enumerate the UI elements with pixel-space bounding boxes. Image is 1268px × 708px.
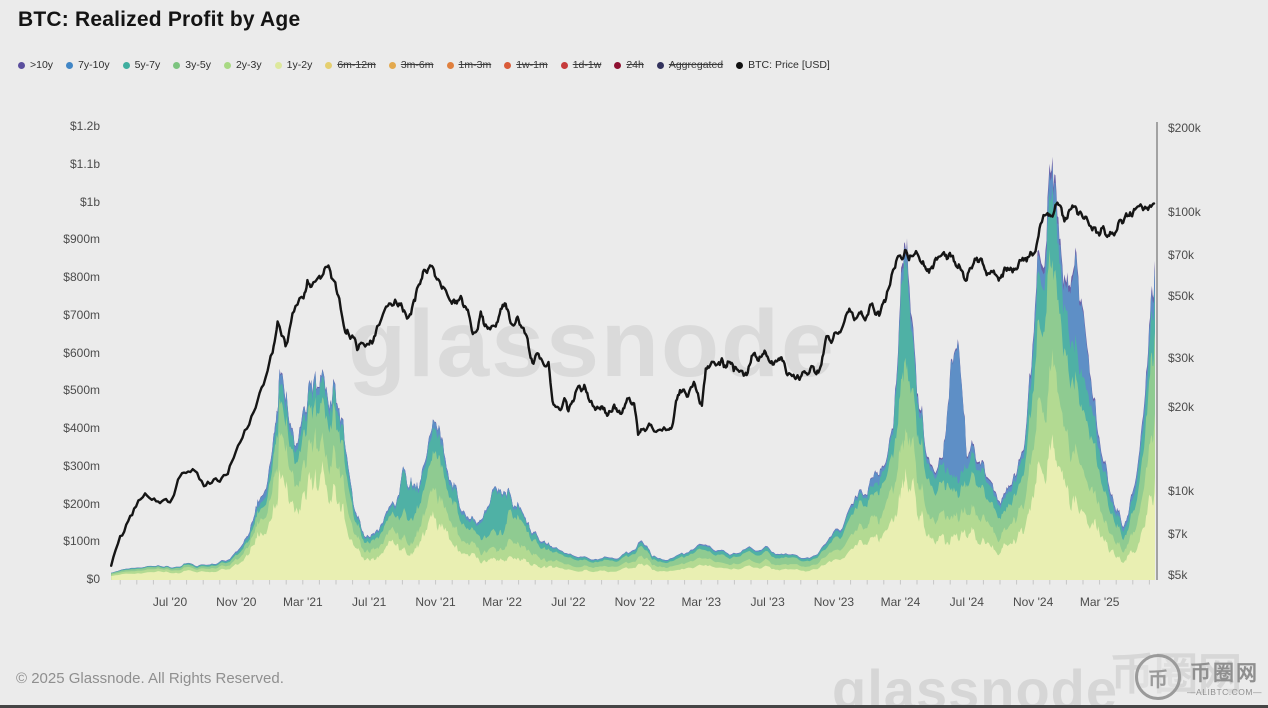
right-axis-tick-label: $200k bbox=[1168, 121, 1201, 135]
coin-icon: 币 bbox=[1135, 654, 1182, 700]
legend-dot bbox=[18, 61, 25, 69]
legend-label: 3m-6m bbox=[400, 59, 434, 71]
legend-dot bbox=[122, 61, 130, 69]
legend-label: 1d-1w bbox=[572, 59, 602, 71]
glassnode-watermark-center: glassnode bbox=[348, 291, 836, 397]
x-axis-tick-label: Nov '21 bbox=[415, 595, 456, 609]
x-axis-tick-label: Jul '24 bbox=[949, 595, 984, 609]
right-axis-tick-label: $10k bbox=[1168, 484, 1195, 498]
legend-label: Aggregated bbox=[668, 59, 724, 71]
x-axis-tick-label: Nov '24 bbox=[1012, 595, 1054, 609]
legend-label: 24h bbox=[626, 59, 644, 71]
legend-label: BTC: Price [USD] bbox=[748, 59, 830, 71]
stacked-area-1y-2y bbox=[111, 434, 1156, 580]
legend-item-6m-12m[interactable]: 6m-12m bbox=[325, 59, 376, 71]
legend-item-1m-3m[interactable]: 1m-3m bbox=[446, 59, 492, 71]
right-axis-tick-label: $100k bbox=[1168, 205, 1201, 219]
left-axis-tick-label: $900m bbox=[63, 232, 100, 247]
legend-label: 1w-1m bbox=[516, 59, 548, 71]
legend-dot bbox=[274, 61, 282, 69]
legend-dot bbox=[656, 61, 664, 69]
x-axis-tick-label: Mar '24 bbox=[880, 595, 921, 609]
left-axis-tick-label: $1.2b bbox=[69, 119, 100, 134]
legend-dot bbox=[223, 61, 231, 69]
legend-dot bbox=[325, 61, 333, 69]
right-axis-tick-label: $5k bbox=[1168, 567, 1188, 582]
legend-label: 7y-10y bbox=[78, 59, 110, 71]
legend-label: 5y-7y bbox=[134, 59, 161, 71]
x-axis-tick-label: Jul '23 bbox=[750, 595, 785, 609]
legend-label: 1y-2y bbox=[286, 59, 313, 71]
legend-label: 2y-3y bbox=[235, 59, 262, 71]
site-watermark: 币 币圈网 —ALIBTC.COM— bbox=[1135, 654, 1262, 700]
legend-item-1d-1w[interactable]: 1d-1w bbox=[560, 59, 602, 71]
x-axis-tick-label: Mar '22 bbox=[482, 595, 522, 609]
left-axis-tick-label: $800m bbox=[63, 270, 100, 285]
left-axis-tick-label: $1.1b bbox=[69, 156, 100, 171]
legend-item-aggregated[interactable]: Aggregated bbox=[656, 59, 724, 71]
right-axis-tick-label: $7k bbox=[1168, 527, 1188, 542]
right-axis-tick-label: $70k bbox=[1168, 248, 1195, 263]
legend-item-btc-price-usd[interactable]: BTC: Price [USD] bbox=[736, 59, 830, 71]
legend-item-24h[interactable]: 24h bbox=[614, 59, 644, 71]
left-axis-tick-label: $100m bbox=[63, 534, 100, 549]
copyright-text: © 2025 Glassnode. All Rights Reserved. bbox=[16, 670, 284, 687]
glassnode-watermark-corner: glassnode bbox=[832, 658, 1118, 708]
left-axis-tick-label: $500m bbox=[63, 383, 100, 398]
right-axis-tick-label: $30k bbox=[1168, 350, 1195, 365]
x-axis-tick-label: Jul '21 bbox=[352, 595, 387, 609]
left-axis-tick-label: $300m bbox=[63, 458, 100, 473]
btc-price-line bbox=[110, 201, 1156, 567]
legend-dot bbox=[173, 61, 181, 69]
x-axis-tick-label: Mar '21 bbox=[283, 595, 323, 609]
x-axis-tick-label: Jul '20 bbox=[152, 595, 188, 609]
legend-label: 6m-12m bbox=[337, 59, 376, 71]
legend: >10y 7y-10y 5y-7y 3y-5y 2y-3y 1y-2y 6m-12m 3m-6… bbox=[18, 59, 830, 71]
legend-dot bbox=[504, 61, 512, 69]
left-axis-tick-label: $0 bbox=[86, 572, 100, 586]
left-axis-tick-label: $600m bbox=[63, 345, 100, 360]
legend-item-7y-10y[interactable]: 7y-10y bbox=[66, 59, 110, 71]
legend-label: 3y-5y bbox=[185, 59, 211, 71]
legend-dot bbox=[388, 61, 396, 69]
site-watermark-url: —ALIBTC.COM— bbox=[1187, 687, 1262, 697]
left-axis-tick-label: $200m bbox=[63, 496, 100, 511]
legend-dot bbox=[446, 61, 454, 69]
legend-label: 1m-3m bbox=[458, 59, 492, 71]
x-axis-tick-marks bbox=[119, 580, 1150, 585]
left-axis-tick-label: $1b bbox=[79, 194, 100, 209]
x-axis-tick-label: Jul '22 bbox=[551, 595, 586, 609]
legend-item-2y-3y[interactable]: 2y-3y bbox=[223, 59, 262, 71]
right-axis-tick-label: $50k bbox=[1168, 288, 1195, 303]
legend-dot bbox=[560, 61, 568, 69]
bottom-edge-bar bbox=[0, 705, 1268, 708]
legend-item-1w-1m[interactable]: 1w-1m bbox=[504, 59, 548, 71]
chart-title: BTC: Realized Profit by Age bbox=[18, 8, 301, 31]
x-axis-tick-label: Mar '23 bbox=[681, 595, 722, 609]
legend-dot bbox=[66, 61, 74, 69]
legend-item-10y[interactable]: >10y bbox=[18, 59, 53, 71]
legend-dot bbox=[614, 61, 622, 69]
legend-item-1y-2y[interactable]: 1y-2y bbox=[274, 59, 313, 71]
left-axis-tick-label: $700m bbox=[63, 307, 100, 322]
x-axis-tick-label: Mar '25 bbox=[1079, 595, 1120, 609]
x-axis-tick-label: Nov '23 bbox=[813, 595, 855, 609]
x-axis-tick-label: Nov '22 bbox=[614, 595, 655, 609]
site-watermark-name: 币圈网 bbox=[1190, 662, 1260, 685]
legend-dot bbox=[736, 61, 744, 69]
right-axis-tick-label: $20k bbox=[1168, 400, 1195, 414]
x-axis-tick-label: Nov '20 bbox=[216, 595, 257, 609]
legend-item-3y-5y[interactable]: 3y-5y bbox=[173, 59, 211, 71]
legend-label: >10y bbox=[30, 59, 54, 71]
legend-item-3m-6m[interactable]: 3m-6m bbox=[388, 59, 434, 71]
legend-item-5y-7y[interactable]: 5y-7y bbox=[122, 59, 161, 71]
left-axis-tick-label: $400m bbox=[63, 421, 100, 436]
